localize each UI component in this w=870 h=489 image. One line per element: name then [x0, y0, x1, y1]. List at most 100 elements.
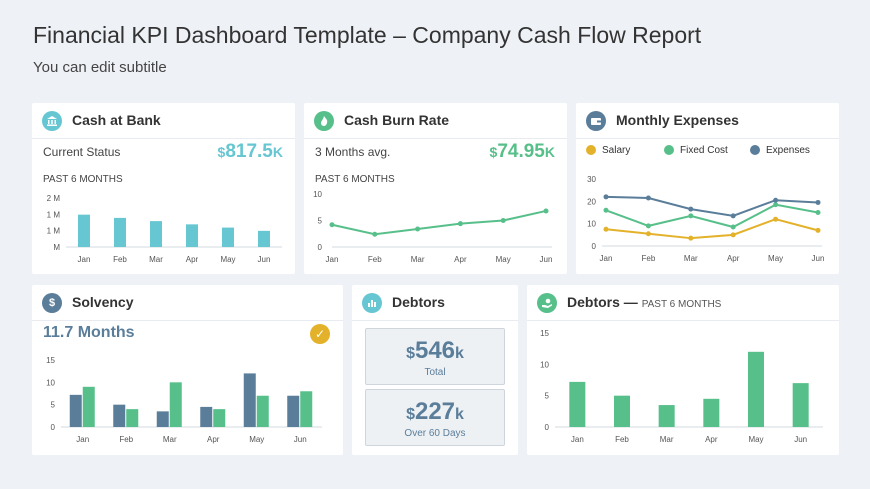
cash-burn-rate-header: Cash Burn Rate [304, 103, 567, 139]
page-title: Financial KPI Dashboard Template – Compa… [33, 22, 702, 48]
cab-bar [258, 230, 270, 247]
debtors-over60-caption: Over 60 Days [404, 428, 466, 439]
dp-x-tick: Jun [794, 435, 807, 444]
cash-burn-rate-title: Cash Burn Rate [344, 112, 450, 128]
solvency-card: $ Solvency 11.7 Months ✓ 15 10 5 0 Jan Feb Mar… [32, 285, 343, 455]
dp-bar [703, 398, 720, 427]
me-point [645, 195, 651, 201]
dp-x-tick: Jan [571, 435, 584, 444]
dp-x-tick: Apr [705, 435, 718, 444]
dp-y-tick: 5 [545, 392, 550, 401]
cbr-x-tick: Apr [454, 255, 467, 264]
sol-bar [169, 382, 182, 427]
cash-at-bank-header: Cash at Bank [32, 103, 295, 139]
debtors-total-box: $546k Total [365, 328, 505, 385]
monthly-expenses-title: Monthly Expenses [616, 112, 739, 128]
me-point [603, 207, 609, 213]
solvency-value: 11.7 Months [43, 324, 135, 341]
cab-x-tick: Mar [149, 255, 163, 264]
me-point [688, 213, 694, 219]
cbr-point [543, 208, 549, 214]
sol-y-tick: 5 [51, 401, 56, 410]
cash-at-bank-chart: 2 M 1 M 1 M M Jan Feb Mar Apr May Jun [47, 194, 282, 264]
debtors-title: Debtors [392, 294, 445, 310]
me-point [815, 210, 821, 215]
cab-x-tick: Apr [186, 255, 199, 264]
dp-x-tick: Mar [660, 435, 674, 444]
bar-chart-icon [362, 293, 382, 313]
me-x-tick: May [768, 254, 783, 263]
cab-y-tick: 1 M [47, 227, 61, 236]
me-x-tick: Jan [600, 254, 613, 263]
dp-y-tick: 15 [540, 329, 549, 338]
cab-y-tick: 2 M [47, 194, 61, 203]
debtors-total-caption: Total [424, 367, 446, 378]
me-point [773, 197, 779, 203]
me-y-tick: 30 [587, 175, 596, 184]
me-point [603, 194, 609, 200]
cbr-point [415, 226, 421, 232]
check-icon: ✓ [310, 324, 330, 344]
me-point [730, 213, 736, 219]
solvency-header: $ Solvency [32, 285, 343, 321]
cash-burn-rate-status-label: 3 Months avg. [315, 145, 391, 159]
cab-x-tick: May [220, 255, 235, 264]
sol-x-tick: Mar [163, 435, 177, 444]
me-y-tick: 20 [587, 197, 596, 206]
me-line-salary [605, 218, 819, 240]
monthly-expenses-card: Monthly Expenses Salary Fixed Cost Expen… [576, 103, 839, 274]
cbr-point [500, 218, 506, 223]
me-x-tick: Feb [642, 254, 656, 263]
solvency-title: Solvency [72, 294, 134, 310]
debtors-card: Debtors $546k Total $227k Over 60 Days [352, 285, 518, 455]
cbr-y-tick: 0 [318, 243, 323, 252]
cab-bar [78, 214, 90, 247]
cash-burn-rate-past-label: PAST 6 MONTHS [315, 174, 395, 185]
me-x-tick: Mar [684, 254, 698, 263]
me-point [603, 226, 609, 232]
sol-x-tick: Jun [294, 435, 307, 444]
cbr-x-tick: May [496, 255, 511, 264]
debtors-header: Debtors [352, 285, 518, 321]
dollar-icon: $ [42, 293, 62, 313]
sol-bar [69, 394, 82, 427]
dp-bar [569, 381, 586, 427]
cash-at-bank-past-label: PAST 6 MONTHS [43, 174, 123, 185]
cash-at-bank-title: Cash at Bank [72, 112, 161, 128]
dp-x-tick: Feb [615, 435, 629, 444]
legend-fixed-cost: Fixed Cost [664, 145, 728, 156]
me-line-fixed-cost [605, 203, 819, 229]
debtors-past-header: Debtors — PAST 6 MONTHS [527, 285, 839, 321]
sol-x-tick: Jan [76, 435, 89, 444]
debtors-past-card: Debtors — PAST 6 MONTHS 15 10 5 0 Jan Feb Mar A… [527, 285, 839, 455]
cab-bar [150, 221, 162, 247]
flame-icon [314, 111, 334, 131]
me-point [645, 223, 651, 229]
cbr-x-tick: Feb [368, 255, 382, 264]
me-x-tick: Jun [812, 254, 825, 263]
cbr-point [457, 221, 463, 227]
dp-bar [614, 395, 630, 427]
cab-x-tick: Feb [113, 255, 127, 264]
cbr-y-tick: 5 [318, 217, 323, 226]
me-point [645, 231, 651, 237]
debtors-past-chart: 15 10 5 0 Jan Feb Mar Apr May Jun [540, 329, 823, 444]
cab-bar [222, 227, 234, 247]
me-point [773, 216, 779, 222]
cash-burn-rate-value: $74.95K [489, 141, 555, 162]
me-point [730, 224, 736, 230]
sol-bar [243, 373, 256, 427]
me-point [688, 235, 694, 241]
debtors-past-title: Debtors — PAST 6 MONTHS [567, 294, 722, 310]
me-point [773, 202, 779, 208]
me-y-tick: 0 [592, 242, 597, 251]
wallet-icon [586, 111, 606, 131]
cab-x-tick: Jan [78, 255, 91, 264]
sol-bar [287, 395, 300, 427]
me-point [688, 206, 694, 212]
sol-y-tick: 10 [46, 378, 55, 387]
cbr-x-tick: Jan [326, 255, 339, 264]
cab-x-tick: Jun [258, 255, 271, 264]
page-subtitle: You can edit subtitle [33, 59, 167, 76]
